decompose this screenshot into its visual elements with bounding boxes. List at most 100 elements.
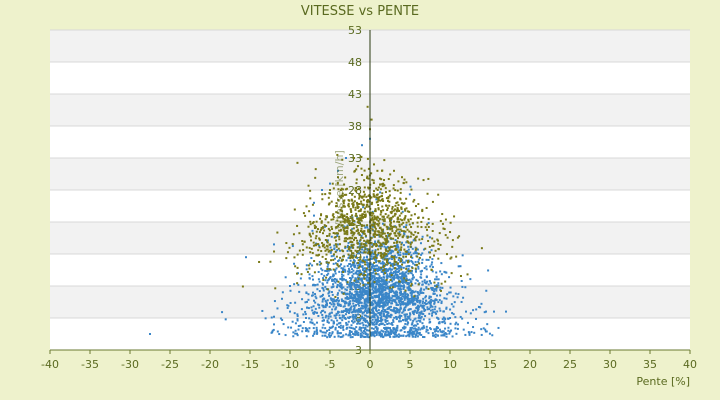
data-point <box>401 241 404 244</box>
data-point <box>367 281 370 284</box>
data-point <box>400 243 403 246</box>
data-point <box>301 243 304 246</box>
data-point <box>389 224 392 227</box>
data-point <box>340 298 343 301</box>
data-point <box>408 302 411 305</box>
data-point <box>307 330 310 333</box>
data-point <box>355 230 358 233</box>
data-point <box>336 332 339 335</box>
data-point <box>359 298 362 301</box>
data-point <box>406 315 409 318</box>
data-point <box>319 214 322 217</box>
data-point <box>359 209 362 212</box>
data-point <box>396 274 399 277</box>
data-point <box>296 282 299 285</box>
data-point <box>358 269 361 272</box>
data-point <box>493 310 495 313</box>
data-point <box>408 317 411 320</box>
data-point <box>351 256 354 259</box>
data-point <box>377 207 380 210</box>
data-point <box>383 237 386 240</box>
data-point <box>442 316 445 319</box>
data-point <box>314 307 317 310</box>
data-point <box>343 225 346 228</box>
data-point <box>391 250 394 253</box>
data-point <box>351 276 354 279</box>
data-point <box>417 292 420 295</box>
data-point <box>405 259 408 262</box>
x-axis-label: Pente [%] <box>636 375 690 388</box>
data-point <box>410 282 413 285</box>
data-point <box>434 330 437 333</box>
data-point <box>383 283 386 286</box>
data-point <box>425 275 428 278</box>
data-point <box>339 256 342 259</box>
data-point <box>404 230 407 233</box>
data-point <box>385 234 388 237</box>
data-point <box>435 329 438 332</box>
data-point <box>397 180 400 183</box>
data-point <box>314 176 317 179</box>
data-point <box>343 302 346 305</box>
data-point <box>399 228 402 231</box>
data-point <box>310 247 313 250</box>
data-point <box>431 270 434 273</box>
data-point <box>388 204 391 207</box>
data-point <box>326 329 329 332</box>
data-point <box>330 311 333 314</box>
data-point <box>365 329 368 332</box>
data-point <box>311 222 314 225</box>
data-point <box>308 317 311 320</box>
data-point <box>379 316 382 319</box>
data-point <box>359 336 362 339</box>
data-point <box>480 247 483 250</box>
data-point <box>365 205 368 208</box>
data-point <box>398 221 401 224</box>
data-point <box>396 206 399 209</box>
data-point <box>369 294 372 297</box>
data-point <box>367 315 370 318</box>
data-point <box>420 315 423 318</box>
data-point <box>361 248 364 251</box>
data-point <box>343 278 346 281</box>
data-point <box>395 256 398 259</box>
data-point <box>381 232 384 235</box>
data-point <box>356 264 359 267</box>
data-point <box>400 266 403 269</box>
data-point <box>339 228 342 231</box>
data-point <box>370 321 373 324</box>
data-point <box>359 256 362 259</box>
data-point <box>354 317 357 320</box>
data-point <box>391 289 394 292</box>
data-point <box>392 220 395 223</box>
data-point <box>367 285 370 288</box>
data-point <box>392 319 395 322</box>
data-point <box>383 327 386 330</box>
data-point <box>378 323 381 326</box>
data-point <box>366 296 369 299</box>
data-point <box>359 278 362 281</box>
data-point <box>361 321 364 324</box>
data-point <box>424 296 427 299</box>
data-point <box>324 299 327 302</box>
data-point <box>385 278 388 281</box>
data-point <box>350 285 353 288</box>
data-point <box>337 216 340 219</box>
data-point <box>276 330 279 333</box>
data-point <box>353 294 356 297</box>
data-point <box>366 274 369 277</box>
data-point <box>296 224 299 227</box>
data-point <box>365 283 368 286</box>
data-point <box>378 300 381 303</box>
data-point <box>380 333 383 336</box>
data-point <box>370 278 373 281</box>
data-point <box>310 318 313 321</box>
data-point <box>408 312 411 315</box>
data-point <box>335 312 338 315</box>
data-point <box>381 322 384 325</box>
data-point <box>373 194 376 197</box>
data-point <box>363 291 366 294</box>
data-point <box>292 335 295 338</box>
data-point <box>366 315 369 318</box>
data-point <box>433 288 436 291</box>
